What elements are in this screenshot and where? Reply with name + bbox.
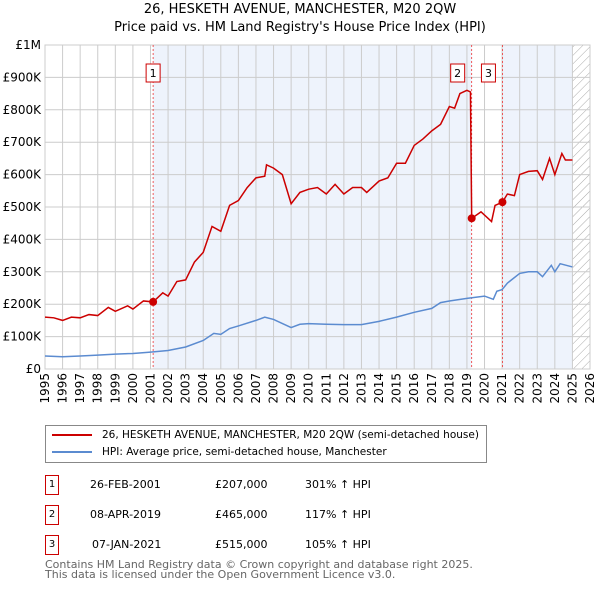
x-tick-label: 2010 [302, 373, 316, 404]
y-tick-label: £800K [3, 103, 43, 117]
sale-label: 3 [485, 67, 492, 80]
sale-row: 3 07-JAN-2021 £515,000 105% ↑ HPI [45, 535, 465, 555]
y-tick-label: £500K [3, 200, 43, 214]
plot-frame [44, 44, 591, 370]
price-chart: £0 £100K £200K £300K £400K £500K £600K £700K £80… [3, 38, 597, 404]
sale-point [498, 198, 507, 207]
sale-price: £465,000 [215, 508, 268, 521]
y-tick-label: £100K [3, 330, 43, 344]
hpi-line [44, 262, 573, 358]
y-tick-label: £400K [3, 232, 43, 246]
sale-date: 07-JAN-2021 [92, 538, 162, 551]
x-tick-label: 2005 [214, 373, 228, 404]
sale-label: 1 [150, 67, 157, 80]
sale-hpi: 301% ↑ HPI [305, 478, 371, 491]
x-tick-label: 2013 [354, 373, 368, 404]
sale-marker-box: 2 [45, 505, 59, 525]
x-tick-label: 2003 [179, 373, 193, 404]
y-tick-label: £200K [3, 297, 43, 311]
sale-row: 2 08-APR-2019 £465,000 117% ↑ HPI [45, 505, 465, 525]
sale-date: 26-FEB-2001 [90, 478, 161, 491]
x-tick-label: 2018 [442, 373, 456, 404]
y-tick-label: £0 [26, 362, 41, 376]
x-tick-label: 2022 [513, 373, 527, 404]
sale-price: £207,000 [215, 478, 268, 491]
x-tick-label: 2004 [196, 373, 210, 404]
chart-title: 26, HESKETH AVENUE, MANCHESTER, M20 2QW [143, 2, 457, 17]
x-tick-label: 1995 [38, 373, 52, 404]
x-tick-label: 2024 [548, 373, 562, 404]
x-tick-label: 2000 [126, 373, 140, 404]
x-tick-label: 1999 [108, 373, 122, 404]
sale-label-box [145, 63, 161, 83]
x-tick-label: 2001 [143, 373, 157, 404]
legend-red-line [52, 434, 92, 436]
x-tick-label: 2015 [390, 373, 404, 404]
sale-point [467, 214, 476, 223]
x-tick-label: 2006 [231, 373, 245, 404]
y-tick-label: £900K [3, 70, 43, 84]
sale-point [149, 297, 158, 306]
x-tick-label: 2017 [425, 373, 439, 404]
sale-date: 08-APR-2019 [90, 508, 162, 521]
x-tick-label: 2008 [267, 373, 281, 404]
sale-hpi: 117% ↑ HPI [305, 508, 371, 521]
x-tick-label: 2026 [583, 373, 597, 404]
y-tick-label: £300K [3, 265, 43, 279]
x-tick-label: 2025 [565, 373, 579, 404]
legend: 26, HESKETH AVENUE, MANCHESTER, M20 2QW … [45, 425, 487, 463]
x-tick-label: 2021 [495, 373, 509, 404]
x-tick-label: 2019 [460, 373, 474, 404]
sale-label: 2 [454, 67, 461, 80]
x-tick-label: 2014 [372, 373, 386, 404]
sale-marker-box: 1 [45, 475, 59, 495]
x-tick-label: 2016 [407, 373, 421, 404]
chart-subtitle: Price paid vs. HM Land Registry's House … [114, 20, 486, 35]
footer-line: Contains HM Land Registry data © Crown c… [45, 558, 473, 571]
sale-label-box [450, 63, 466, 83]
sale-hpi: 105% ↑ HPI [305, 538, 371, 551]
x-tick-label: 2023 [530, 373, 544, 404]
sale-row: 1 26-FEB-2001 £207,000 301% ↑ HPI [45, 475, 465, 495]
legend-property: 26, HESKETH AVENUE, MANCHESTER, M20 2QW … [102, 429, 479, 441]
x-tick-label: 2020 [478, 373, 492, 404]
x-tick-label: 1997 [73, 373, 87, 404]
x-tick-label: 2009 [284, 373, 298, 404]
y-tick-label: £600K [3, 168, 43, 182]
y-tick-label: £700K [3, 135, 43, 149]
sale-marker-box: 3 [45, 535, 59, 555]
x-tick-label: 2011 [319, 373, 333, 404]
x-tick-label: 2002 [161, 373, 175, 404]
sale-label-box [480, 63, 496, 83]
x-tick-label: 1998 [91, 373, 105, 404]
x-tick-label: 1996 [56, 373, 70, 404]
x-tick-label: 2007 [249, 373, 263, 404]
legend-hpi: HPI: Average price, semi-detached house,… [102, 446, 387, 458]
legend-blue-line [52, 451, 92, 453]
footer-line: This data is licensed under the Open Gov… [45, 568, 396, 581]
x-tick-label: 2012 [337, 373, 351, 404]
y-tick-label: £1M [15, 38, 41, 52]
footer: Contains HM Land Registry data © Crown c… [45, 558, 473, 581]
sale-price: £515,000 [215, 538, 268, 551]
